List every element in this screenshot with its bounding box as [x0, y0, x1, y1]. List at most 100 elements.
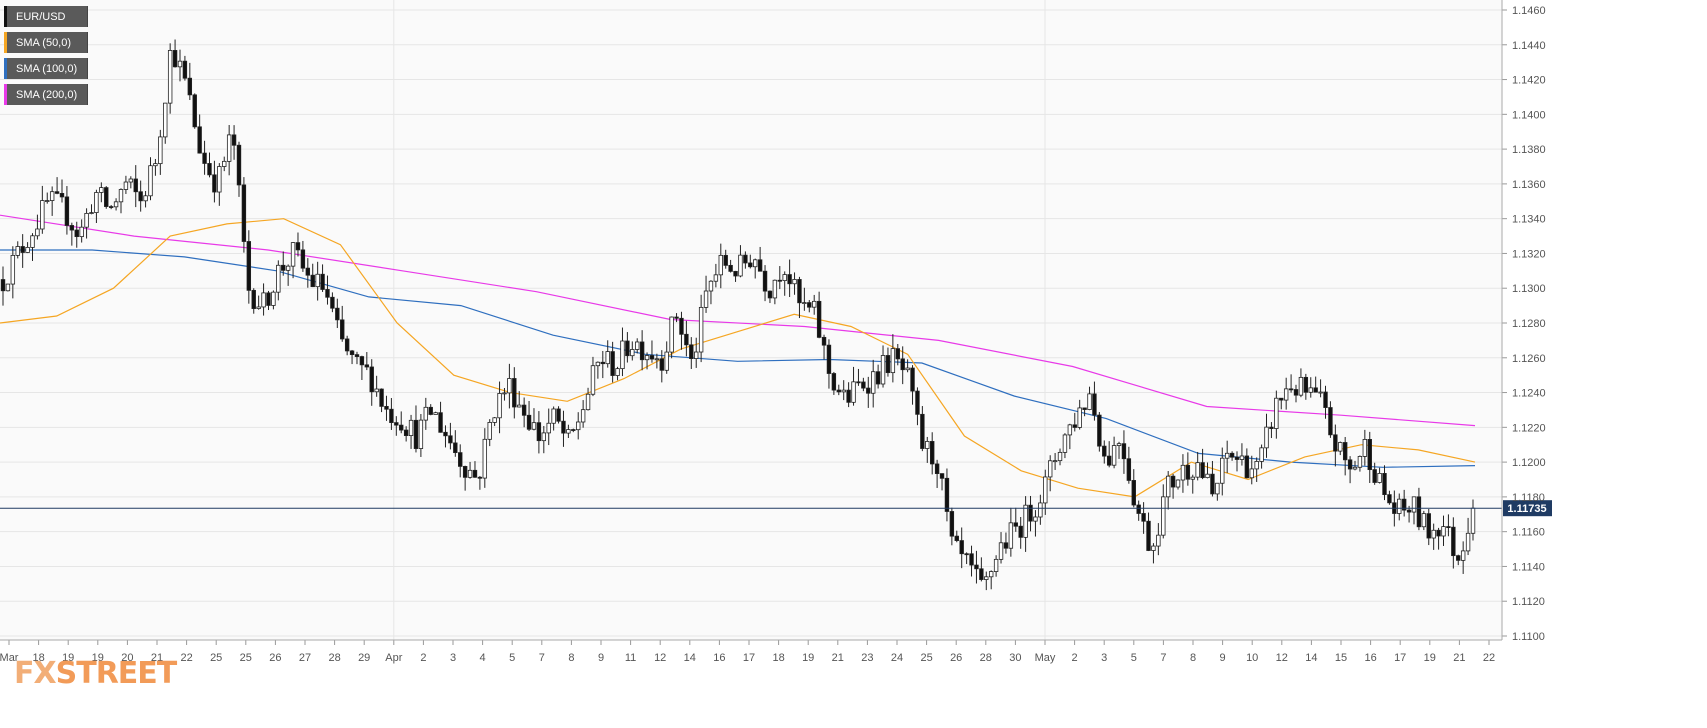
candle-body	[1465, 532, 1471, 552]
candle-body	[689, 344, 694, 359]
candle-body	[728, 264, 733, 272]
candle-body	[163, 102, 168, 138]
candle-body	[610, 351, 615, 376]
candle-body	[330, 296, 335, 309]
x-tick-label: 7	[539, 652, 545, 664]
candle-body	[197, 126, 202, 154]
candle-body	[379, 388, 384, 407]
candle-body	[1323, 391, 1328, 408]
candle-body	[974, 564, 979, 570]
candle	[620, 327, 625, 377]
candle	[1244, 448, 1250, 479]
candle	[694, 337, 699, 368]
candle-body	[895, 348, 900, 360]
candle-body	[69, 225, 75, 231]
candle	[929, 432, 935, 475]
candle-body	[1215, 482, 1220, 495]
y-tick-label: 1.1460	[1512, 5, 1546, 17]
x-tick-label: 15	[1335, 652, 1347, 664]
x-tick-label: 9	[598, 652, 604, 664]
candle-body	[1170, 475, 1176, 488]
candle	[99, 182, 104, 203]
candle-body	[438, 412, 443, 433]
candle-body	[605, 351, 610, 365]
candle	[1180, 454, 1186, 493]
candle-body	[1175, 479, 1181, 488]
candle	[1401, 489, 1407, 517]
candle	[163, 102, 168, 144]
candle	[998, 532, 1004, 564]
y-tick-label: 1.1320	[1512, 248, 1546, 260]
candle-body	[1038, 502, 1043, 518]
candle	[1175, 479, 1181, 490]
candle	[172, 39, 178, 68]
candle-body	[782, 274, 787, 281]
candle	[281, 251, 286, 276]
candle-body	[1283, 388, 1289, 401]
candle-body	[108, 206, 114, 208]
candle-body	[531, 422, 537, 430]
candle-body	[231, 134, 237, 146]
candle	[1072, 412, 1077, 432]
legend-item-eurusd[interactable]: EUR/USD	[4, 6, 89, 27]
candle	[792, 272, 797, 295]
candle-body	[998, 542, 1004, 560]
candle	[104, 186, 109, 209]
candle	[787, 259, 792, 298]
candle	[433, 411, 438, 415]
x-tick-label: 12	[654, 652, 666, 664]
candle	[1131, 469, 1136, 508]
candle	[536, 411, 542, 454]
candle	[895, 343, 900, 366]
candle-body	[1092, 393, 1097, 416]
sma200-line	[0, 214, 1476, 427]
candle-body	[359, 356, 365, 366]
candle	[1357, 455, 1363, 472]
candle-body	[1431, 529, 1436, 539]
candle-body	[939, 473, 945, 479]
legend-item-sma50[interactable]: SMA (50,0)	[4, 32, 89, 53]
candle	[428, 404, 433, 416]
candle-body	[1008, 522, 1014, 549]
candle-body	[497, 393, 502, 419]
candle-body	[1151, 545, 1156, 551]
candle-body	[1397, 498, 1402, 514]
candle-body	[521, 404, 527, 416]
candle	[964, 552, 969, 565]
candle-body	[856, 381, 861, 384]
legend-item-sma100[interactable]: SMA (100,0)	[4, 58, 89, 79]
candle-body	[1180, 464, 1186, 481]
candle	[871, 359, 876, 408]
candle-body	[413, 419, 419, 449]
candle	[453, 430, 458, 457]
candle	[920, 406, 925, 452]
candle	[349, 349, 355, 365]
candle	[531, 408, 537, 431]
candle-body	[1441, 526, 1446, 537]
candle-body	[1456, 555, 1461, 561]
x-tick-label: 20	[121, 652, 133, 664]
candle	[1465, 517, 1471, 556]
candle-body	[1293, 389, 1299, 396]
candle	[738, 245, 743, 278]
candle	[182, 55, 188, 81]
candle-body	[1367, 439, 1372, 471]
candle-body	[644, 355, 650, 361]
candle-body	[1264, 426, 1269, 449]
candle	[423, 397, 429, 430]
x-tick-label: 18	[32, 652, 44, 664]
candle-body	[1033, 516, 1038, 522]
legend-item-sma200[interactable]: SMA (200,0)	[4, 84, 89, 105]
candle	[551, 406, 556, 431]
candle	[1102, 440, 1107, 464]
candle	[207, 152, 212, 178]
candle	[561, 410, 566, 447]
candle-body	[290, 242, 296, 267]
candle	[25, 242, 30, 254]
candle	[580, 400, 586, 428]
candle-body	[576, 421, 581, 431]
candle	[1033, 510, 1038, 537]
candle-body	[1082, 407, 1087, 410]
candle	[79, 219, 84, 243]
candle-body	[1195, 462, 1200, 478]
